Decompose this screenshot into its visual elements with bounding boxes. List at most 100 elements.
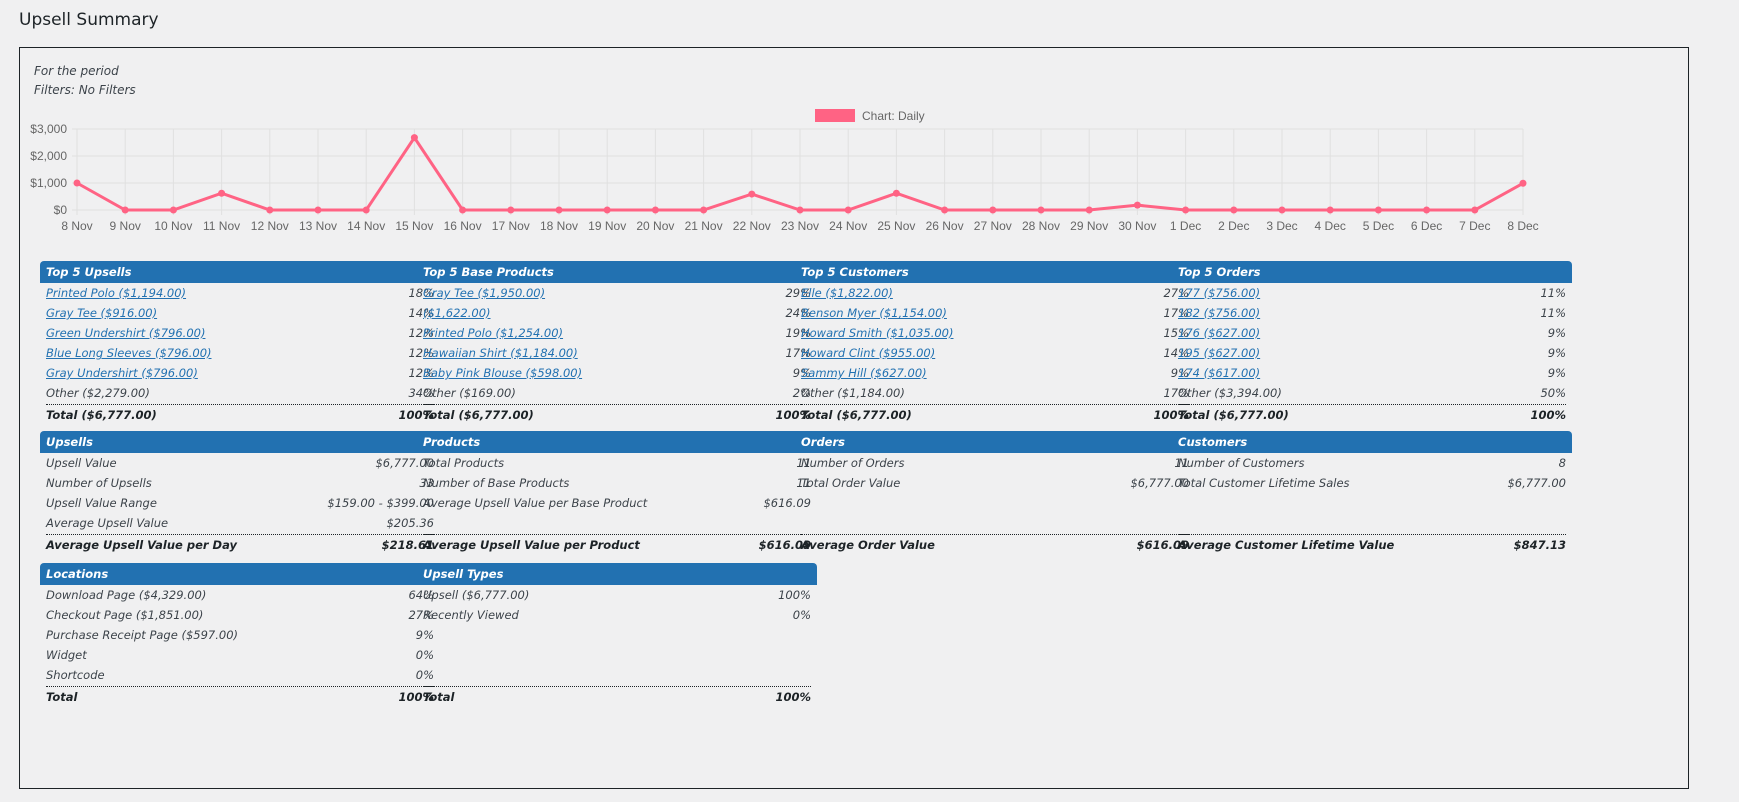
data-point[interactable]: [1278, 206, 1286, 214]
data-point[interactable]: [892, 189, 900, 197]
data-point[interactable]: [1133, 201, 1141, 209]
row-value: 33: [419, 476, 434, 490]
data-point[interactable]: [1230, 206, 1238, 214]
summary-panel: For the period Filters: No Filters Chart…: [19, 47, 1689, 789]
x-tick-label: 12 Nov: [251, 219, 289, 233]
row-label: Average Upsell Value per Base Product: [423, 496, 648, 510]
data-point[interactable]: [1182, 206, 1190, 214]
box-total: Total ($6,777.00) 100%: [46, 404, 434, 425]
box-title: Customers: [1172, 431, 1572, 453]
box-rows: Printed Polo ($1,194.00) 18% Gray Tee ($91…: [40, 283, 440, 425]
data-point[interactable]: [1374, 206, 1382, 214]
box-total: Average Upsell Value per Day $218.61: [46, 534, 434, 555]
chart-legend[interactable]: Chart: Daily: [815, 109, 925, 123]
data-point[interactable]: [555, 206, 563, 214]
box-row: Upsell ($6,777.00) 100%: [423, 585, 811, 605]
row-value: 17%: [785, 346, 811, 360]
data-point[interactable]: [796, 206, 804, 214]
row-link[interactable]: Printed Polo ($1,254.00): [423, 326, 564, 340]
data-point[interactable]: [1423, 206, 1431, 214]
data-point[interactable]: [410, 134, 418, 142]
box-row: Gray Tee ($1,950.00) 29%: [423, 283, 811, 303]
row-link[interactable]: Printed Polo ($1,194.00): [46, 286, 187, 300]
data-point[interactable]: [1471, 206, 1479, 214]
box-row: Number of Orders 11: [801, 453, 1189, 473]
data-point[interactable]: [73, 179, 81, 187]
total-value: 100%: [398, 690, 434, 704]
data-point[interactable]: [748, 190, 756, 198]
data-point[interactable]: [314, 206, 322, 214]
data-point[interactable]: [651, 206, 659, 214]
box-row: Total Order Value $6,777.00: [801, 473, 1189, 493]
row-link[interactable]: 177 ($756.00): [1178, 286, 1261, 300]
row-value: $159.00 - $399.00: [327, 496, 434, 510]
top-upsells-box: Top 5 Upsells Printed Polo ($1,194.00) 18%…: [40, 261, 440, 425]
box-row: Other ($1,184.00) 17%: [801, 383, 1189, 403]
box-row: Upsell Value $6,777.00: [46, 453, 434, 473]
data-point[interactable]: [1519, 179, 1527, 187]
total-value: $218.61: [381, 538, 434, 552]
x-tick-label: 23 Nov: [781, 219, 819, 233]
row-link[interactable]: 182 ($756.00): [1178, 306, 1261, 320]
row-link[interactable]: 176 ($627.00): [1178, 326, 1261, 340]
data-point[interactable]: [507, 206, 515, 214]
data-point[interactable]: [941, 206, 949, 214]
row-link[interactable]: Howard Smith ($1,035.00): [801, 326, 954, 340]
row-link[interactable]: Elle ($1,822.00): [801, 286, 893, 300]
data-point[interactable]: [1037, 206, 1045, 214]
data-point[interactable]: [989, 206, 997, 214]
row-value: 11: [796, 476, 811, 490]
box-rows: Total Products 11 Number of Base Products 1…: [417, 453, 817, 555]
row-link[interactable]: Gray Undershirt ($796.00): [46, 366, 198, 380]
x-tick-label: 9 Nov: [110, 219, 141, 233]
row-value: $616.09: [763, 496, 811, 510]
box-row: Other ($169.00) 2%: [423, 383, 811, 403]
data-point[interactable]: [169, 206, 177, 214]
row-link[interactable]: 195 ($627.00): [1178, 346, 1261, 360]
row-link[interactable]: Green Undershirt ($796.00): [46, 326, 206, 340]
period-info: For the period Filters: No Filters: [34, 62, 136, 100]
row-link[interactable]: ($1,622.00): [423, 306, 491, 320]
x-tick-label: 8 Dec: [1507, 219, 1538, 233]
data-point[interactable]: [218, 189, 226, 197]
row-value: 9%: [1547, 366, 1566, 380]
data-point[interactable]: [1085, 206, 1093, 214]
row-link[interactable]: Blue Long Sleeves ($796.00): [46, 346, 212, 360]
row-link[interactable]: Hawaiian Shirt ($1,184.00): [423, 346, 578, 360]
total-label: Average Customer Lifetime Value: [1178, 538, 1395, 552]
row-value: 17%: [1163, 306, 1189, 320]
total-value: $616.09: [758, 538, 811, 552]
box-total: Average Order Value $616.09: [801, 534, 1189, 555]
row-value: $6,777.00: [1130, 476, 1189, 490]
x-tick-label: 28 Nov: [1022, 219, 1060, 233]
data-point[interactable]: [700, 206, 708, 214]
box-row: Blue Long Sleeves ($796.00) 12%: [46, 343, 434, 363]
row-link[interactable]: Sammy Hill ($627.00): [801, 366, 927, 380]
data-point[interactable]: [1326, 206, 1334, 214]
box-total: Total ($6,777.00) 100%: [423, 404, 811, 425]
row-link[interactable]: 174 ($617.00): [1178, 366, 1261, 380]
row-label: Number of Base Products: [423, 476, 570, 490]
data-point[interactable]: [603, 206, 611, 214]
data-point[interactable]: [844, 206, 852, 214]
total-label: Average Upsell Value per Product: [423, 538, 640, 552]
box-row: Average Upsell Value per Base Product $61…: [423, 493, 811, 513]
period-label: For the period: [34, 64, 119, 78]
row-label: Other ($2,279.00): [46, 386, 150, 400]
locations-box: Locations Download Page ($4,329.00) 64% Che…: [40, 563, 440, 707]
row-value: 17%: [1163, 386, 1189, 400]
data-point[interactable]: [362, 206, 370, 214]
row-link[interactable]: Gray Tee ($1,950.00): [423, 286, 546, 300]
x-tick-label: 17 Nov: [492, 219, 530, 233]
box-total: Total 100%: [46, 686, 434, 707]
row-value: 64%: [408, 588, 434, 602]
data-point[interactable]: [459, 206, 467, 214]
row-link[interactable]: Howard Clint ($955.00): [801, 346, 936, 360]
row-value: 100%: [778, 588, 811, 602]
data-point[interactable]: [266, 206, 274, 214]
row-link[interactable]: Gray Tee ($916.00): [46, 306, 158, 320]
row-link[interactable]: Benson Myer ($1,154.00): [801, 306, 947, 320]
series-points: [73, 134, 1527, 214]
row-link[interactable]: Baby Pink Blouse ($598.00): [423, 366, 583, 380]
data-point[interactable]: [121, 206, 129, 214]
